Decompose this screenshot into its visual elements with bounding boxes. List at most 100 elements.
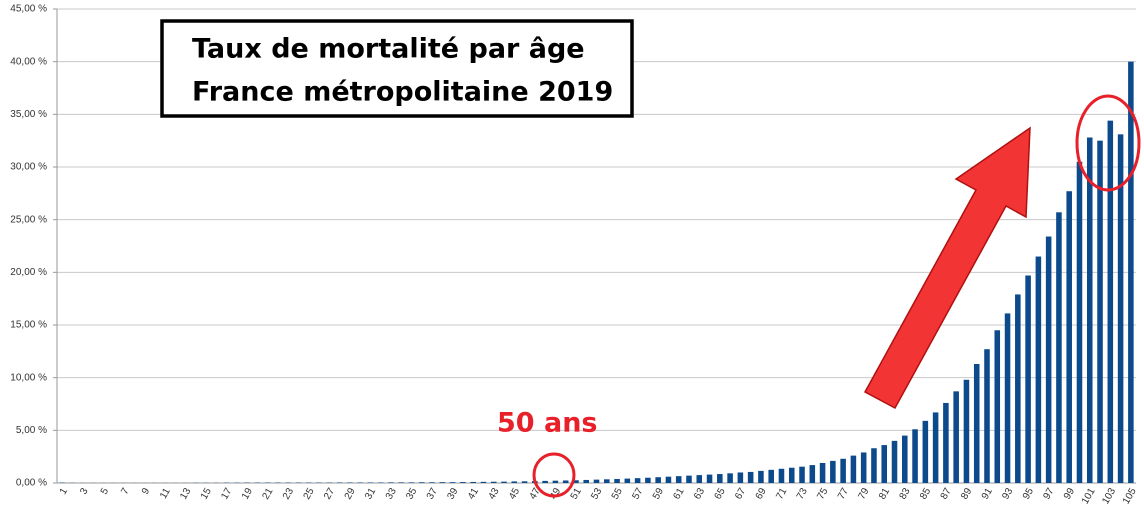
x-tick-label: 65 xyxy=(713,486,728,502)
bar xyxy=(819,462,826,483)
x-tick-label: 99 xyxy=(1062,486,1077,502)
bar xyxy=(953,391,959,483)
bar xyxy=(1097,140,1103,483)
x-tick-label: 101 xyxy=(1080,486,1098,506)
bar xyxy=(932,412,939,483)
bar xyxy=(377,482,384,483)
x-tick-label: 61 xyxy=(672,486,687,502)
bar xyxy=(367,482,374,483)
bar xyxy=(943,402,949,483)
highlight-circle xyxy=(1075,94,1141,192)
bar xyxy=(840,458,846,483)
bar xyxy=(614,478,620,483)
x-tick-label: 29 xyxy=(343,486,358,502)
x-tick-label: 13 xyxy=(178,486,193,502)
bar xyxy=(336,482,343,483)
y-tick-label: 45,00 % xyxy=(10,4,47,15)
x-tick-label: 39 xyxy=(445,486,460,502)
y-tick-label: 25,00 % xyxy=(10,214,47,225)
bar xyxy=(665,476,672,483)
annotation: 50 ans xyxy=(497,408,598,439)
bar xyxy=(727,473,733,483)
bar xyxy=(501,481,507,483)
bar xyxy=(686,475,692,483)
x-tick-label: 41 xyxy=(466,486,481,502)
plot-area: 0,00 % 5,00 % 10,00 % 15,00 % 20,00 % 25,00 %… xyxy=(10,4,1139,507)
bar xyxy=(1004,313,1011,483)
bar xyxy=(470,481,476,483)
x-tick-label: 55 xyxy=(610,486,625,502)
y-tick-label: 10,00 % xyxy=(10,372,47,383)
bar xyxy=(573,480,579,483)
x-tick-label: 59 xyxy=(651,486,666,502)
x-tick-label: 93 xyxy=(1000,486,1015,502)
bar xyxy=(408,482,415,483)
x-tick-label: 49 xyxy=(548,486,563,502)
x-tick-label: 63 xyxy=(692,486,707,502)
bar xyxy=(830,460,836,483)
x-tick-label: 89 xyxy=(959,486,974,502)
x-tick-label: 9 xyxy=(140,486,153,497)
x-tick-label: 3 xyxy=(78,486,91,497)
bar xyxy=(1086,137,1093,484)
x-tick-label: 81 xyxy=(877,486,892,502)
x-tick-label: 85 xyxy=(918,486,933,502)
bar xyxy=(747,471,754,483)
x-tick-label: 53 xyxy=(589,486,604,502)
bar xyxy=(645,477,651,483)
bar xyxy=(521,481,528,483)
bar xyxy=(1056,212,1062,483)
bar xyxy=(768,469,774,483)
bar xyxy=(902,435,908,483)
y-tick-label: 20,00 % xyxy=(10,267,47,278)
bar xyxy=(460,482,466,483)
bar xyxy=(891,440,898,483)
bar xyxy=(963,379,970,483)
bar xyxy=(449,482,456,483)
bar xyxy=(717,474,723,483)
bar xyxy=(1035,256,1042,483)
bar xyxy=(696,475,703,483)
bar xyxy=(737,472,744,483)
bar xyxy=(1107,120,1114,484)
bar xyxy=(604,479,610,483)
bar xyxy=(871,448,877,483)
x-tick-label: 87 xyxy=(939,486,954,502)
bar xyxy=(347,482,353,483)
bar xyxy=(1045,236,1052,483)
bar xyxy=(388,482,394,483)
y-tick-label: 40,00 % xyxy=(10,56,47,67)
bar xyxy=(480,481,487,483)
arrow xyxy=(863,126,1031,410)
bar xyxy=(994,330,1001,483)
x-tick-label: 27 xyxy=(322,486,337,502)
x-tick-label: 19 xyxy=(240,486,255,502)
x-tick-label: 21 xyxy=(260,486,275,502)
bar xyxy=(1128,61,1134,484)
bar xyxy=(675,476,682,483)
x-tick-label: 51 xyxy=(569,486,584,502)
bar xyxy=(429,482,435,483)
x-tick-label: 25 xyxy=(302,486,317,502)
bar xyxy=(419,482,425,483)
y-tick-label: 35,00 % xyxy=(10,109,47,120)
y-tick-label: 0,00 % xyxy=(16,478,47,489)
bar xyxy=(511,481,518,483)
x-tick-label: 75 xyxy=(815,486,830,502)
bar xyxy=(562,480,569,483)
bar xyxy=(758,470,764,483)
y-tick-label: 5,00 % xyxy=(16,425,47,436)
bar xyxy=(1015,294,1021,483)
bar xyxy=(788,467,795,483)
x-tick-label: 105 xyxy=(1121,486,1139,506)
bar xyxy=(398,482,405,483)
chart-subtitle: France métropolitaine 2019 xyxy=(192,77,613,108)
x-tick-label: 103 xyxy=(1100,486,1118,506)
bar xyxy=(542,480,548,483)
bar xyxy=(799,466,805,483)
x-tick-label: 31 xyxy=(363,486,378,502)
bar xyxy=(624,478,631,483)
bar xyxy=(922,420,929,483)
bar xyxy=(706,474,713,483)
